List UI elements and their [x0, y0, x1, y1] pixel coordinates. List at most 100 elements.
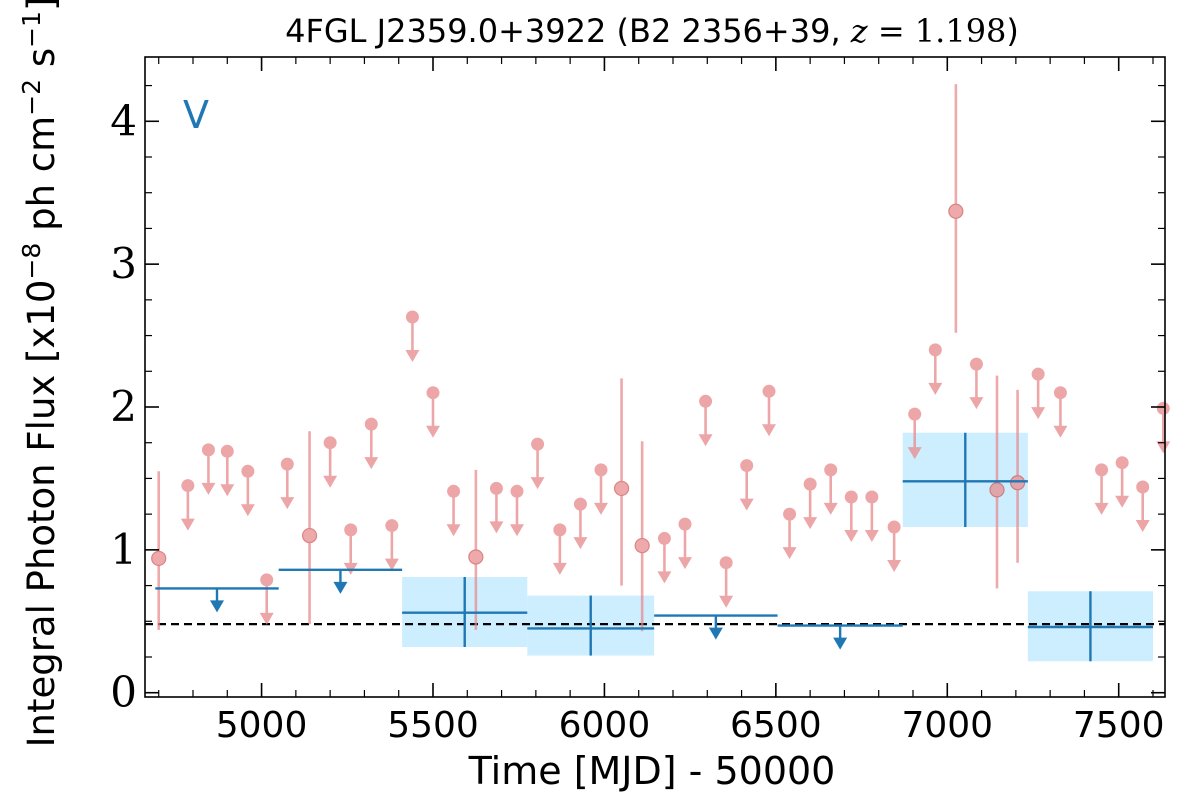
fine-upper-limit-arrowhead: [762, 424, 776, 437]
fine-upper-limit-point: [280, 457, 294, 471]
fine-detection-point: [948, 203, 964, 219]
fine-detection: [613, 378, 630, 586]
fine-upper-limit-point: [323, 436, 337, 450]
fine-upper-limit-arrowhead: [530, 477, 545, 490]
fine-detection-point: [634, 537, 650, 554]
fine-upper-limit-point: [489, 481, 503, 495]
fine-upper-limit-point: [344, 523, 358, 537]
fine-upper-limit-arrowhead: [864, 530, 879, 542]
fine-upper-limit: [384, 519, 399, 571]
fine-upper-limit-arrowhead: [489, 521, 504, 534]
fine-upper-limit-arrowhead: [678, 557, 692, 570]
fine-upper-limit-point: [928, 343, 942, 357]
fine-upper-limit-arrowhead: [657, 571, 672, 584]
fine-upper-limit-arrowhead: [405, 350, 420, 362]
fine-upper-limit-arrowhead: [552, 562, 567, 575]
chart-title: 4FGL J2359.0+3922 (B2 2356+39, z = 1.198…: [285, 12, 1019, 50]
fine-upper-limit-point: [678, 517, 692, 531]
x-tick-label: 6000: [559, 705, 651, 746]
fine-upper-limit: [552, 523, 567, 575]
fine-upper-limit: [489, 481, 504, 534]
fine-upper-limit-point: [510, 484, 524, 498]
fine-upper-limit: [1156, 401, 1171, 454]
y-axis-label: Integral Photon Flux [x10−8 ph cm−2 s−1]: [17, 0, 63, 747]
tick-labels: 5000 5500 6000 6500 7000 7500 0 1 2 3 4: [110, 96, 1164, 746]
fine-upper-limit: [1094, 463, 1109, 515]
x-tick-label: 7000: [901, 705, 993, 746]
fine-upper-limit: [803, 477, 818, 530]
y-tick-label: 1: [110, 525, 137, 574]
y-tick-label: 3: [110, 239, 137, 288]
fine-upper-limit-point: [201, 443, 215, 457]
fine-upper-limit-point: [1053, 386, 1067, 400]
fine-upper-limit-arrowhead: [1115, 495, 1130, 508]
coarse-upper-limit-arrowhead: [210, 600, 224, 613]
fine-upper-limit: [426, 386, 440, 438]
fine-upper-limit: [678, 517, 692, 570]
fine-upper-limit-point: [405, 310, 419, 324]
fine-upper-limit-arrowhead: [928, 382, 943, 395]
fine-upper-limit: [1053, 386, 1068, 438]
fine-upper-limit-arrowhead: [844, 530, 859, 542]
x-tick-label: 5500: [387, 705, 479, 746]
y-tick-label: 2: [110, 382, 137, 431]
fine-upper-limit-arrowhead: [823, 502, 838, 515]
fine-upper-limit: [657, 531, 672, 584]
fine-upper-limit-point: [553, 523, 567, 537]
fine-upper-limit-point: [260, 573, 274, 587]
fine-upper-limit-point: [594, 463, 608, 477]
fine-upper-limit: [1115, 456, 1130, 508]
fine-upper-limit: [510, 484, 524, 537]
y-tick-label: 4: [110, 96, 137, 145]
x-tick-label: 5000: [216, 705, 308, 746]
fine-upper-limit-arrowhead: [573, 537, 588, 550]
fine-upper-limit-point: [385, 519, 399, 533]
fine-upper-limit-point: [740, 459, 754, 473]
fine-upper-limit-arrowhead: [220, 484, 235, 497]
fine-upper-limit-arrowhead: [180, 518, 195, 531]
fine-upper-limit: [907, 407, 922, 460]
fine-upper-limit-arrowhead: [364, 457, 379, 470]
fine-upper-limit-point: [865, 490, 879, 504]
fine-upper-limit-arrowhead: [1156, 441, 1171, 454]
x-tick-label: 7500: [1073, 705, 1165, 746]
fine-upper-limit: [201, 443, 216, 495]
fine-upper-limit-arrowhead: [1135, 520, 1150, 532]
fine-upper-limit-arrowhead: [1031, 407, 1046, 420]
fine-upper-limit-point: [426, 386, 440, 400]
fine-upper-limit-point: [887, 520, 901, 534]
fine-detection-point: [151, 550, 167, 567]
fine-upper-limit: [364, 417, 379, 470]
fine-upper-limit: [739, 459, 754, 511]
fine-upper-limit: [719, 556, 734, 608]
y-tick-label: 0: [110, 668, 137, 717]
fine-upper-limit: [823, 463, 838, 515]
fine-upper-limit-arrowhead: [1094, 502, 1109, 515]
fine-upper-limit-point: [241, 464, 255, 478]
fine-upper-limit-point: [969, 357, 983, 371]
fine-detection: [301, 431, 318, 625]
fine-upper-limit-point: [220, 444, 234, 458]
fine-upper-limit-point: [364, 417, 378, 431]
fine-upper-limit-point: [699, 394, 713, 408]
fine-upper-limit-point: [181, 479, 195, 493]
fine-upper-limit-arrowhead: [803, 517, 818, 530]
fine-upper-limit-point: [844, 490, 858, 504]
fine-upper-limit: [180, 479, 195, 531]
x-tick-label: 6500: [730, 705, 822, 746]
fine-upper-limit-point: [1115, 456, 1129, 470]
fine-upper-limit-arrowhead: [719, 595, 734, 608]
fine-upper-limit-point: [1095, 463, 1109, 477]
fine-upper-limit: [844, 490, 859, 542]
fine-detection-point: [1009, 475, 1026, 491]
fine-detection: [634, 441, 650, 632]
fine-upper-limit: [343, 523, 358, 575]
fine-upper-limit-point: [531, 437, 545, 451]
fine-upper-limit: [969, 357, 984, 410]
fine-detection-point: [989, 482, 1005, 498]
fine-upper-limit-arrowhead: [259, 612, 274, 625]
fine-upper-limit-point: [1156, 401, 1170, 415]
fine-upper-limit-arrowhead: [782, 547, 797, 560]
fine-upper-limit: [928, 343, 943, 395]
fine-upper-limit-arrowhead: [1053, 425, 1068, 438]
